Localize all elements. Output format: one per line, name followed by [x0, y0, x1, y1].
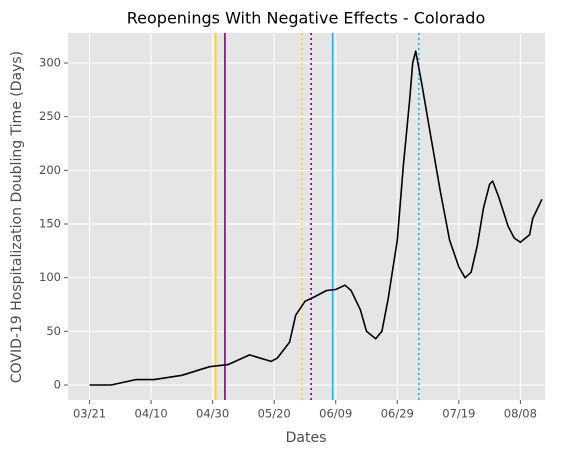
y-tick-label: 50: [46, 324, 61, 338]
plot-area: [68, 33, 545, 400]
y-tick-label: 200: [39, 163, 61, 177]
x-tick-label: 06/29: [381, 407, 414, 421]
x-tick-label: 04/10: [135, 407, 168, 421]
x-tick-label: 06/09: [319, 407, 352, 421]
y-tick-label: 100: [39, 270, 61, 284]
y-axis-label: COVID-19 Hospitalization Doubling Time (…: [9, 51, 25, 383]
y-tick-label: 250: [39, 109, 61, 123]
x-tick-label: 04/30: [196, 407, 229, 421]
x-tick-label: 08/08: [504, 407, 537, 421]
y-tick-label: 150: [39, 217, 61, 231]
y-tick-label: 0: [54, 377, 61, 391]
x-tick-label: 05/20: [258, 407, 291, 421]
x-tick-label: 07/19: [442, 407, 475, 421]
line: [89, 50, 543, 386]
y-tick-label: 300: [39, 56, 61, 70]
x-tick-label: 03/21: [73, 407, 106, 421]
x-axis-label: Dates: [286, 430, 327, 446]
chart-title: Reopenings With Negative Effects - Color…: [127, 9, 486, 28]
